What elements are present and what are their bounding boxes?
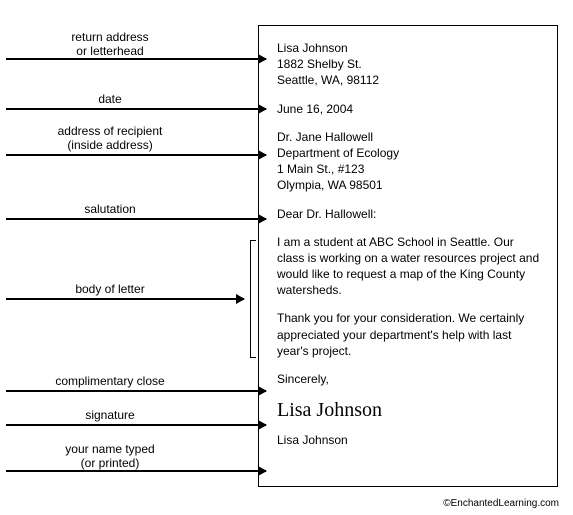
footer-credit: ©EnchantedLearning.com <box>443 498 559 509</box>
body-paragraph-1: I am a student at ABC School in Seattle.… <box>277 234 541 299</box>
date-block: June 16, 2004 <box>277 101 541 117</box>
arrow-date <box>6 108 266 110</box>
label-return-address: return addressor letterhead <box>10 30 210 59</box>
diagram-container: return addressor letterhead date address… <box>0 0 573 515</box>
label-date: date <box>10 92 210 106</box>
signature-script: Lisa Johnson <box>277 399 541 422</box>
label-inside-address: address of recipient(inside address) <box>10 124 210 153</box>
return-name: Lisa Johnson <box>277 40 541 56</box>
letter-box: Lisa Johnson 1882 Shelby St. Seattle, WA… <box>258 25 558 487</box>
return-address-block: Lisa Johnson 1882 Shelby St. Seattle, WA… <box>277 40 541 89</box>
recipient-dept: Department of Ecology <box>277 145 541 161</box>
recipient-city: Olympia, WA 98501 <box>277 177 541 193</box>
close-line: Sincerely, <box>277 371 541 387</box>
arrow-return-address <box>6 58 266 60</box>
label-body: body of letter <box>10 282 210 296</box>
body-block: I am a student at ABC School in Seattle.… <box>277 234 541 359</box>
return-street: 1882 Shelby St. <box>277 56 541 72</box>
arrow-signature <box>6 424 266 426</box>
return-city: Seattle, WA, 98112 <box>277 72 541 88</box>
recipient-street: 1 Main St., #123 <box>277 161 541 177</box>
bracket-body <box>250 240 256 358</box>
arrow-close <box>6 390 266 392</box>
inside-address-block: Dr. Jane Hallowell Department of Ecology… <box>277 129 541 194</box>
arrow-body <box>6 298 244 300</box>
recipient-name: Dr. Jane Hallowell <box>277 129 541 145</box>
arrow-salutation <box>6 218 266 220</box>
label-signature: signature <box>10 408 210 422</box>
arrow-typed-name <box>6 470 266 472</box>
label-close: complimentary close <box>10 374 210 388</box>
body-paragraph-2: Thank you for your consideration. We cer… <box>277 310 541 359</box>
arrow-inside-address <box>6 154 266 156</box>
salutation-line: Dear Dr. Hallowell: <box>277 206 541 222</box>
typed-name-line: Lisa Johnson <box>277 432 541 448</box>
label-salutation: salutation <box>10 202 210 216</box>
label-typed-name: your name typed(or printed) <box>10 442 210 471</box>
